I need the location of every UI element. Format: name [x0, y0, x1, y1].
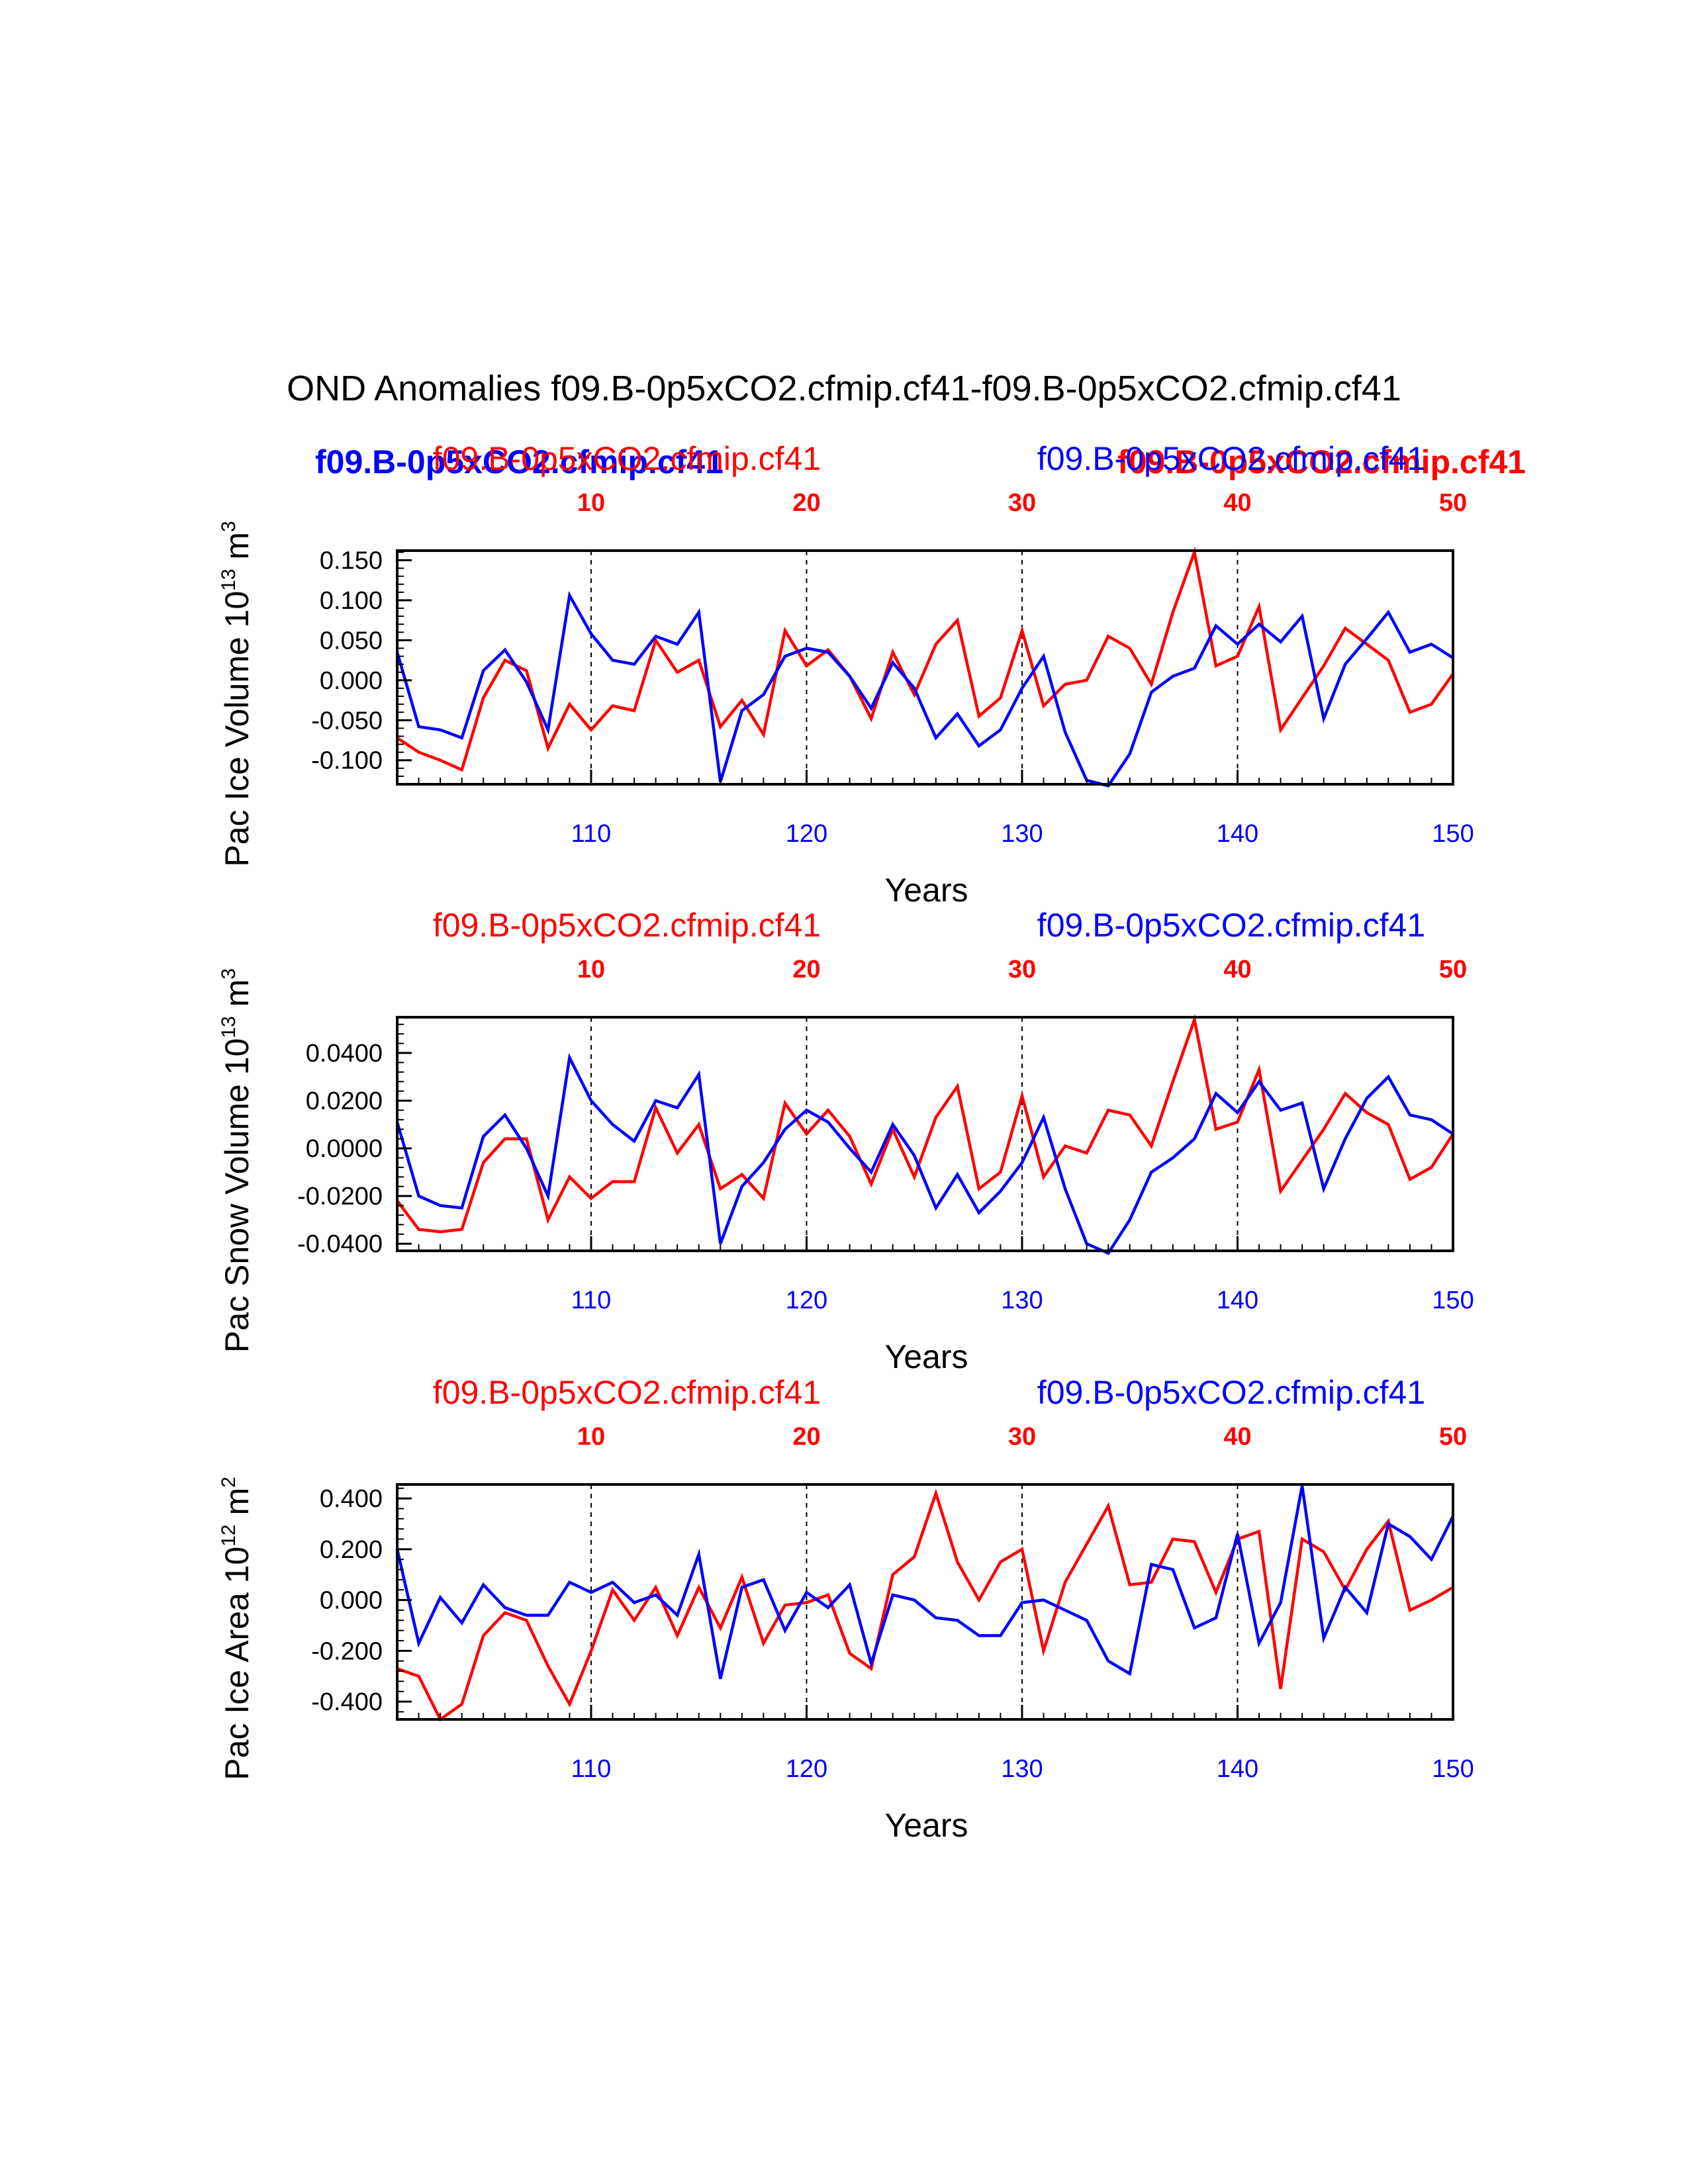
x-tick-label-top: 10: [577, 489, 605, 517]
x-tick-label-bottom: 130: [1001, 1755, 1043, 1783]
y-tick-label: -0.400: [311, 1688, 383, 1716]
legend-label-left: f09.B-0p5xCO2.cfmip.cf41: [315, 443, 724, 480]
panel-title-left: f09.B-0p5xCO2.cfmip.cf41: [433, 1374, 821, 1411]
y-tick-label: 0.0200: [306, 1087, 383, 1115]
x-tick-label-top: 40: [1223, 956, 1251, 983]
blue-series-line: [395, 1052, 1454, 1255]
x-tick-label-top: 10: [577, 1423, 605, 1451]
red-series-line: [397, 1488, 1454, 1722]
x-tick-label-bottom: 120: [786, 1755, 827, 1783]
x-tick-label-bottom: 130: [1001, 820, 1043, 848]
plot-frame: [396, 549, 1454, 786]
y-tick-label: -0.050: [311, 707, 383, 735]
y-tick-label: 0.400: [320, 1485, 383, 1513]
x-tick-label-top: 20: [792, 1423, 820, 1451]
panel-3: -0.400 -0.200 0.000 0.200 0.400 110 120 130 140 1…: [218, 1374, 1474, 1844]
x-tick-label-top: 50: [1439, 489, 1467, 517]
x-tick-label-bottom: 150: [1432, 1755, 1474, 1783]
x-tick-label-bottom: 110: [571, 1755, 612, 1783]
y-axis-label: Pac Ice Volume 1013 m3: [218, 521, 256, 867]
x-axis-label: Years: [884, 1338, 968, 1375]
y-tick-label: 0.200: [320, 1536, 383, 1564]
y-tick-label: 0.100: [320, 587, 383, 615]
x-tick-label-bottom: 150: [1432, 1287, 1474, 1314]
x-tick-label-top: 20: [792, 956, 820, 983]
blue-series-line: [395, 590, 1454, 788]
x-tick-label-top: 30: [1008, 956, 1036, 983]
panel-title-right: f09.B-0p5xCO2.cfmip.cf41: [1037, 907, 1425, 944]
x-axis-label: Years: [884, 872, 968, 909]
y-tick-label: -0.200: [311, 1637, 383, 1665]
plot-frame: [396, 1483, 1454, 1721]
x-tick-label-top: 30: [1008, 1423, 1036, 1451]
x-axis-label: Years: [884, 1807, 968, 1844]
x-tick-label-bottom: 120: [786, 1287, 827, 1314]
x-tick-label-top: 10: [577, 956, 605, 983]
y-axis-label: Pac Snow Volume 1013 m3: [218, 968, 256, 1353]
y-tick-label: -0.100: [311, 747, 383, 775]
y-tick-label: 0.0400: [306, 1040, 383, 1068]
x-tick-label-bottom: 110: [571, 820, 612, 848]
panel-title-left: f09.B-0p5xCO2.cfmip.cf41: [433, 907, 821, 944]
figure-title: OND Anomalies f09.B-0p5xCO2.cfmip.cf41-f…: [287, 369, 1401, 408]
y-tick-label: 0.000: [320, 667, 383, 695]
x-tick-label-bottom: 150: [1432, 820, 1474, 848]
y-tick-label: 0.0000: [306, 1135, 383, 1163]
x-tick-label-bottom: 140: [1217, 820, 1258, 848]
panels: -0.100 -0.050 0.000 0.050 0.100 0.150 110 120 13…: [218, 440, 1474, 1844]
red-series-line: [396, 1014, 1454, 1234]
x-tick-label-bottom: 120: [786, 820, 827, 848]
panel-title-right: f09.B-0p5xCO2.cfmip.cf41: [1037, 1374, 1425, 1411]
x-tick-label-top: 20: [792, 489, 820, 517]
panel-1: -0.100 -0.050 0.000 0.050 0.100 0.150 110 120 13…: [218, 440, 1474, 909]
x-tick-label-top: 50: [1439, 1423, 1467, 1451]
y-tick-label: -0.0400: [297, 1230, 383, 1258]
legend-label-right: f09.B-0p5xCO2.cfmip.cf41: [1117, 443, 1526, 480]
y-tick-label: 0.000: [320, 1587, 383, 1615]
x-tick-label-bottom: 130: [1001, 1287, 1043, 1314]
x-tick-label-bottom: 110: [571, 1287, 612, 1314]
plot-frame: [396, 1016, 1454, 1252]
y-tick-label: -0.0200: [297, 1183, 383, 1210]
panel-title-right: f09.B-0p5xCO2.cfmip.cf41: [1037, 440, 1425, 477]
panel-title-left: f09.B-0p5xCO2.cfmip.cf41: [433, 440, 821, 477]
x-tick-label-top: 50: [1439, 956, 1467, 983]
y-tick-label: 0.150: [320, 547, 383, 575]
panel-2: -0.0400 -0.0200 0.0000 0.0200 0.0400 110 120 13…: [218, 907, 1474, 1375]
x-tick-label-top: 40: [1223, 1423, 1251, 1451]
y-tick-label: 0.050: [320, 627, 383, 655]
x-tick-label-bottom: 140: [1217, 1287, 1258, 1314]
red-series-line: [396, 546, 1454, 772]
x-tick-label-top: 30: [1008, 489, 1036, 517]
x-tick-label-top: 40: [1223, 489, 1251, 517]
y-axis-label: Pac Ice Area 1012 m2: [218, 1477, 256, 1780]
blue-series-line: [395, 1485, 1455, 1680]
x-tick-label-bottom: 140: [1217, 1755, 1258, 1783]
